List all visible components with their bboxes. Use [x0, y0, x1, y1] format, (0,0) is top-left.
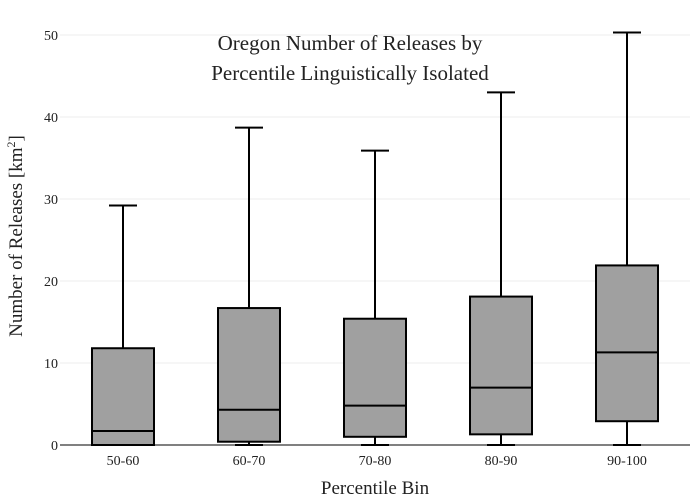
box-80-90 — [469, 91, 533, 446]
x-tick-label-50-60: 50-60 — [107, 454, 140, 469]
box-90-100 — [595, 31, 659, 446]
iqr-box — [595, 264, 659, 423]
box-60-70 — [217, 126, 281, 446]
chart-title-line-1: Oregon Number of Releases by — [218, 31, 483, 55]
x-tick-label-70-80: 70-80 — [359, 454, 392, 469]
y-axis-label-close: ] — [6, 135, 27, 141]
y-axis-label-main: Number of Releases [km — [6, 147, 27, 337]
x-tick-label-60-70: 60-70 — [233, 454, 266, 469]
y-tick-label: 30 — [44, 193, 58, 208]
x-tick-label-90-100: 90-100 — [607, 454, 647, 469]
box-series — [91, 31, 659, 446]
x-axis-ticks: 50-60 60-70 70-80 80-90 90-100 — [107, 454, 647, 469]
y-axis-label: Number of Releases [km2] — [4, 135, 27, 337]
y-tick-label: 50 — [44, 29, 58, 44]
box-70-80 — [343, 149, 407, 446]
x-tick-label-80-90: 80-90 — [485, 454, 518, 469]
iqr-box — [469, 295, 533, 436]
x-axis-label: Percentile Bin — [321, 478, 430, 499]
y-axis-ticks: 0 10 20 30 40 50 — [44, 29, 58, 454]
y-tick-label: 20 — [44, 275, 58, 290]
y-tick-label: 40 — [44, 111, 58, 126]
chart-title-line-2: Percentile Linguistically Isolated — [211, 61, 489, 85]
iqr-box — [91, 347, 155, 446]
iqr-box — [343, 317, 407, 438]
y-axis-label-superscript: 2 — [4, 141, 18, 147]
y-tick-label: 10 — [44, 357, 58, 372]
y-tick-label: 0 — [51, 439, 58, 454]
iqr-box — [217, 307, 281, 443]
box-50-60 — [91, 204, 155, 446]
